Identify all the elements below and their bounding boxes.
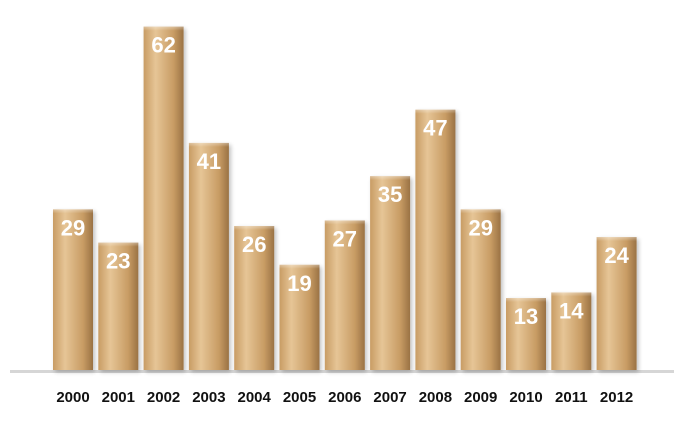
data-label-2006: 27 [333, 226, 357, 251]
bar-rect [506, 298, 546, 370]
bar-2003 [188, 142, 229, 370]
data-label-2001: 23 [106, 249, 130, 274]
bar-rect [415, 109, 456, 370]
bar-top-highlight [53, 209, 93, 214]
x-tick-label-2006: 2006 [328, 389, 361, 406]
bar-2001 [98, 242, 139, 370]
bar-rect [143, 26, 184, 370]
x-tick-label-2003: 2003 [192, 389, 225, 406]
bar-2004 [234, 226, 275, 370]
bar-top-highlight [279, 264, 320, 269]
bar-2000 [53, 209, 93, 370]
bar-2005 [279, 264, 320, 370]
bar-rect [460, 209, 501, 370]
data-label-2009: 29 [468, 215, 492, 240]
bar-rect [551, 292, 592, 370]
bar-top-highlight [188, 142, 229, 147]
bar-rect [53, 209, 93, 370]
bar-rect [279, 264, 320, 370]
x-tick-label-2010: 2010 [509, 389, 542, 406]
data-label-2012: 24 [604, 243, 629, 268]
bar-top-highlight [415, 109, 456, 114]
data-label-2003: 41 [197, 149, 221, 174]
bar-top-highlight [370, 176, 411, 181]
x-tick-label-2004: 2004 [238, 389, 272, 406]
bar-top-highlight [324, 220, 365, 225]
bar-2008 [415, 109, 456, 370]
x-tick-label-2007: 2007 [373, 389, 406, 406]
bar-top-highlight [98, 242, 139, 247]
data-label-2002: 62 [151, 33, 175, 58]
x-tick-label-2012: 2012 [600, 389, 633, 406]
x-tick-label-2002: 2002 [147, 389, 180, 406]
bar-rect [370, 176, 411, 370]
bar-2002 [143, 26, 184, 370]
baseline-layer [10, 370, 674, 373]
data-label-2008: 47 [423, 116, 447, 141]
bar-top-highlight [506, 298, 546, 302]
bar-top-highlight [596, 237, 637, 242]
bar-2010 [506, 298, 546, 370]
data-label-2005: 19 [287, 271, 311, 296]
bar-2006 [324, 220, 365, 370]
bar-rect [324, 220, 365, 370]
bar-2007 [370, 176, 411, 370]
x-axis-baseline [10, 370, 674, 373]
x-tick-label-2009: 2009 [464, 389, 497, 406]
x-tick-label-2001: 2001 [102, 389, 135, 406]
data-label-2004: 26 [242, 232, 266, 257]
bar-top-highlight [143, 26, 184, 31]
bar-2012 [596, 237, 637, 370]
bar-rect [234, 226, 275, 370]
data-label-2010: 13 [514, 304, 538, 329]
bar-2011 [551, 292, 592, 370]
data-label-2007: 35 [378, 182, 402, 207]
bars-layer [53, 26, 637, 370]
x-tick-label-2011: 2011 [555, 389, 588, 406]
bar-top-highlight [551, 292, 592, 297]
bar-rect [188, 142, 229, 370]
bar-2009 [460, 209, 501, 370]
data-labels-layer: 29 23 62 41 26 19 27 35 47 29 13 14 24 [61, 33, 630, 329]
x-tick-label-2005: 2005 [283, 389, 316, 406]
bar-rect [596, 237, 637, 370]
x-axis-ticks-layer: 2000 2001 2002 2003 2004 2005 2006 2007 2008 2009… [56, 389, 633, 406]
bar-rect [98, 242, 139, 370]
data-label-2011: 14 [559, 298, 584, 323]
data-label-2000: 29 [61, 215, 85, 240]
bar-top-highlight [234, 226, 275, 230]
x-tick-label-2000: 2000 [56, 389, 89, 406]
x-tick-label-2008: 2008 [419, 389, 452, 406]
bar-top-highlight [460, 209, 501, 214]
